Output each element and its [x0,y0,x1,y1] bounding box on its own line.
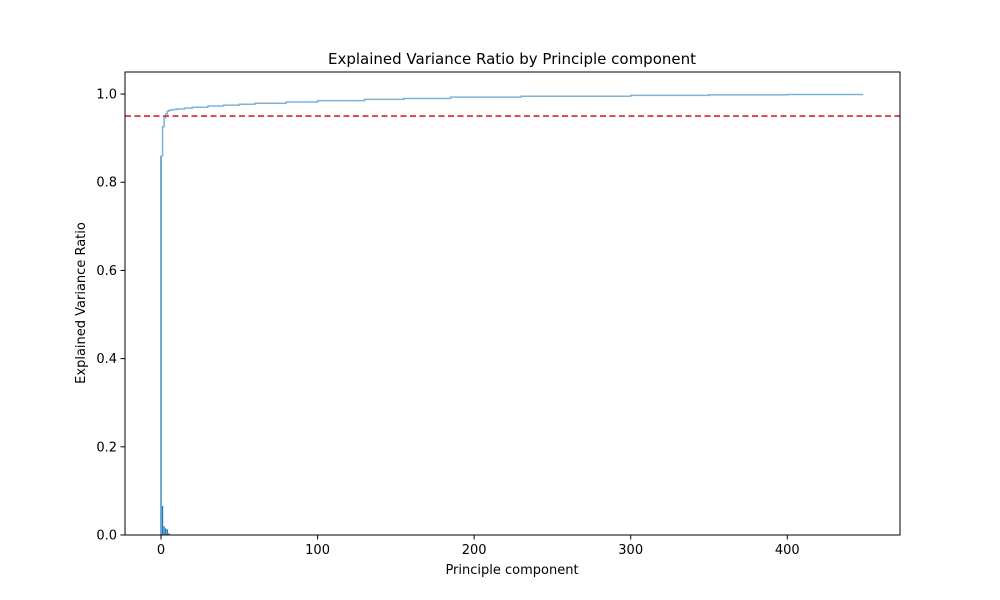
y-tick-label: 0.0 [96,529,117,544]
axes-frame [124,71,901,536]
axes: 0 100 200 300 400 0.0 0.2 0.4 0.6 0.8 1.0 [96,71,901,558]
y-tick-label: 1.0 [96,88,117,103]
x-axis-label: Principle component [445,563,578,578]
x-tick-label: 200 [462,543,487,558]
x-tick-label: 100 [305,543,330,558]
bar-component-4 [166,529,168,535]
bar-component-0 [160,155,162,535]
y-tick-label: 0.6 [96,264,117,279]
plot-area [160,93,864,535]
x-tick-label: 400 [775,543,800,558]
x-tick-label: 300 [618,543,643,558]
cumulative-variance-step-line [161,93,864,157]
x-tick-label: 0 [157,543,165,558]
chart-title: Explained Variance Ratio by Principle co… [328,50,696,68]
bar-component-2 [163,526,165,535]
bar-component-3 [165,528,167,535]
y-tick-label: 0.2 [96,440,117,455]
y-tick-label: 0.8 [96,176,117,191]
y-tick-label: 0.4 [96,352,117,367]
bar-component-5 [168,533,170,535]
y-axis-label: Explained Variance Ratio [74,222,89,384]
bar-component-1 [161,505,164,535]
